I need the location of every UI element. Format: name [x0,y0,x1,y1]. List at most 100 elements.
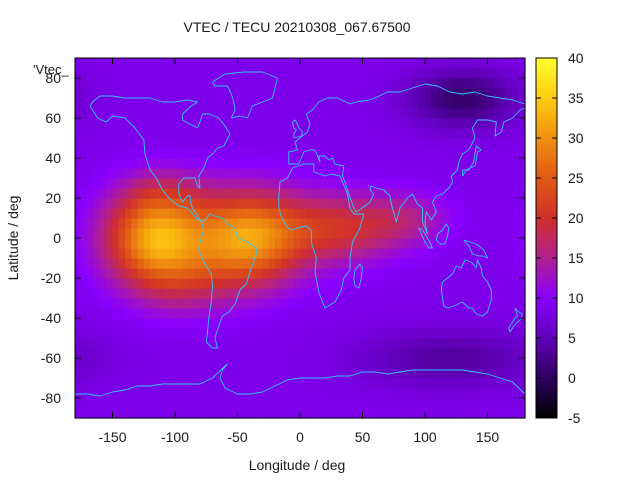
heat-cell [75,308,82,319]
heat-cell [112,258,120,269]
heat-cell [375,378,382,389]
heat-cell [118,288,126,299]
heat-cell [387,68,395,79]
heat-cell [306,368,314,379]
heat-cell [443,108,451,119]
heat-cell [487,298,495,309]
heat-cell [512,328,520,339]
heat-cell [75,158,82,169]
heat-cell [487,248,495,259]
heat-cell [100,208,107,219]
heat-cell [506,58,514,69]
heat-cell [343,158,351,169]
heat-cell [268,318,276,329]
heat-cell [443,258,451,269]
heat-cell [156,138,164,149]
heat-cell [256,358,264,369]
heat-cell [256,108,264,119]
heat-cell [200,218,207,229]
heat-cell [75,238,82,249]
heat-cell [137,88,145,99]
heat-cell [493,308,501,319]
heat-cell [362,278,370,289]
heat-cell [93,68,101,79]
heat-cell [356,78,364,89]
heat-cell [243,98,251,109]
heat-cell [243,378,251,389]
heat-cell [268,328,276,339]
heat-cell [375,308,382,319]
heat-cell [187,358,195,369]
heat-cell [118,348,126,359]
heat-cell [187,218,195,229]
heat-cell [362,228,370,239]
heat-cell [462,68,470,79]
heat-cell [518,78,526,89]
heat-cell [443,128,451,139]
heat-cell [418,378,426,389]
heat-cell [175,98,182,109]
heat-cell [368,118,376,129]
y-tick-label: 0 [53,230,61,246]
heat-cell [118,178,126,189]
heat-cell [187,348,195,359]
heat-cell [350,88,357,99]
heat-cell [456,148,464,159]
heat-cell [350,318,357,329]
heat-cell [343,298,351,309]
heat-cell [418,148,426,159]
heat-cell [225,178,232,189]
heat-cell [168,268,176,279]
heat-cell [325,178,332,189]
heat-cell [406,148,414,159]
heat-cell [425,228,432,239]
heat-cell [300,368,307,379]
heat-cell [237,258,245,269]
heat-cell [131,108,139,119]
heat-cell [325,208,332,219]
heat-cell [518,398,526,409]
heat-cell [93,338,101,349]
heat-cell [500,198,507,209]
heat-cell [100,408,107,419]
heat-cell [231,118,239,129]
heat-cell [375,68,382,79]
heat-cell [187,288,195,299]
heat-cell [325,198,332,209]
heat-cell [431,378,439,389]
heat-cell [450,178,457,189]
heat-cell [206,368,214,379]
heat-cell [337,318,345,329]
heat-cell [256,148,264,159]
heat-cell [487,238,495,249]
heat-cell [112,298,120,309]
heat-cell [137,198,145,209]
heat-cell [306,388,314,399]
heat-cell [281,78,289,89]
heat-cell [275,158,282,169]
heat-cell [443,328,451,339]
heat-cell [112,78,120,89]
heat-cell [437,278,445,289]
heat-cell [168,278,176,289]
heat-cell [475,398,482,409]
heat-cell [156,338,164,349]
heat-cell [256,398,264,409]
heat-cell [462,168,470,179]
heat-cell [325,58,332,69]
heat-cell [506,188,514,199]
heat-cell [387,298,395,309]
heat-cell [356,178,364,189]
heat-cell [118,358,126,369]
heat-cell [337,118,345,129]
heat-cell [156,158,164,169]
heat-cell [281,308,289,319]
heat-cell [262,178,270,189]
heat-cell [150,268,157,279]
heat-cell [418,168,426,179]
heat-cell [175,78,182,89]
heat-cell [462,178,470,189]
heat-cell [418,338,426,349]
heat-cell [400,128,407,139]
heat-cell [100,248,107,259]
